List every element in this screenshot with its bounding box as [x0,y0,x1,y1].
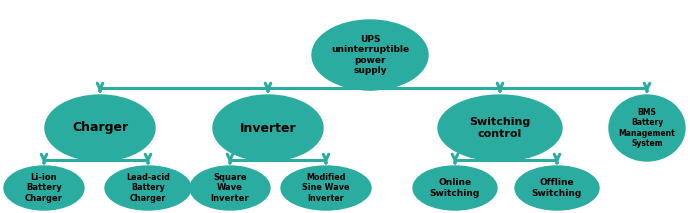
Text: BMS
Battery
Management
System: BMS Battery Management System [619,108,676,148]
Text: Offline
Switching: Offline Switching [532,178,582,198]
Ellipse shape [281,166,371,210]
Text: Modified
Sine Wave
Inverter: Modified Sine Wave Inverter [302,173,350,203]
Text: UPS
uninterruptible
power
supply: UPS uninterruptible power supply [331,35,409,75]
Text: Li-ion
Battery
Charger: Li-ion Battery Charger [25,173,63,203]
Ellipse shape [413,166,497,210]
Ellipse shape [609,95,685,161]
Text: Lead-acid
Battery
Charger: Lead-acid Battery Charger [126,173,170,203]
Ellipse shape [190,166,270,210]
Text: Charger: Charger [72,121,128,134]
Ellipse shape [515,166,599,210]
Text: Online
Switching: Online Switching [430,178,480,198]
Ellipse shape [4,166,84,210]
Ellipse shape [312,20,428,90]
Text: Square
Wave
Inverter: Square Wave Inverter [210,173,249,203]
Text: Inverter: Inverter [239,121,296,134]
Ellipse shape [438,95,562,161]
Ellipse shape [105,166,191,210]
Ellipse shape [45,95,155,161]
Text: Switching
control: Switching control [469,117,531,139]
Ellipse shape [213,95,323,161]
